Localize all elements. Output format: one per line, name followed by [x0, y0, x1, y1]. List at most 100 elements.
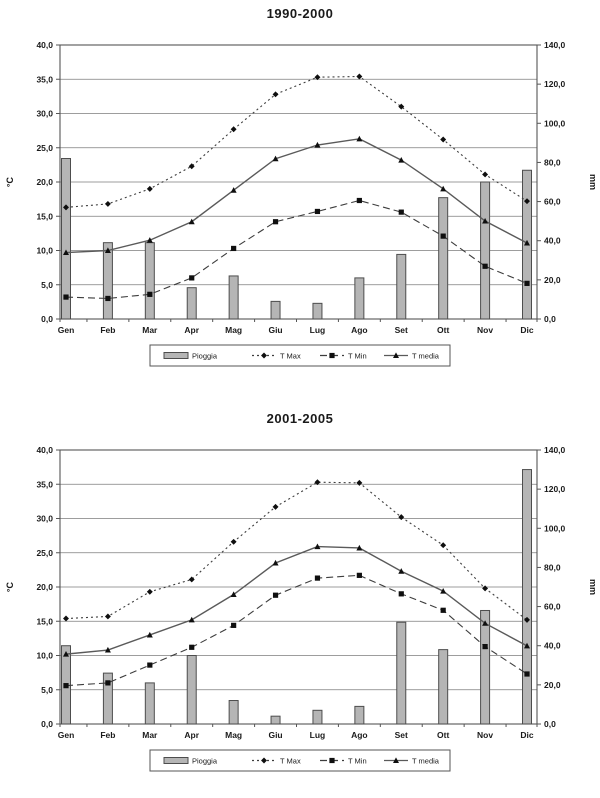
left-axis-unit-label: °C	[5, 176, 15, 187]
chart-block-1990-2000: 1990-2000 0,0 5,0 10,0 15,0 20,0 25,0 30,0 35,0…	[0, 6, 600, 375]
month-label: Set	[395, 730, 408, 740]
month-label: Mag	[225, 730, 242, 740]
t-min-marker	[482, 643, 488, 650]
y-axis-left: 0,0 5,0 10,0 15,0 20,0 25,0 30,0 35,0 40,0	[36, 445, 60, 729]
t-min-marker	[314, 575, 321, 581]
rain-bar	[312, 709, 323, 725]
t-min-marker	[398, 591, 404, 597]
legend-marker-t-min	[329, 352, 335, 359]
t-min-marker	[272, 592, 279, 598]
right-tick-label: 140,0	[544, 445, 566, 455]
t-media-marker	[272, 155, 279, 162]
t-max-marker	[398, 103, 405, 110]
month-label: Ago	[351, 730, 368, 740]
t-min-marker	[147, 291, 153, 297]
left-tick-label: 30,0	[36, 109, 53, 119]
t-max-marker	[230, 126, 237, 133]
t-media-marker	[314, 141, 321, 148]
month-label: Gen	[58, 730, 75, 740]
legend: Pioggia T Max T Min T media	[149, 344, 451, 367]
t-min-marker	[440, 607, 446, 613]
rain-bar	[522, 469, 532, 725]
month-label: Giu	[268, 730, 282, 740]
t-min-marker	[482, 263, 488, 269]
t-max-marker	[272, 503, 279, 510]
month-label: Lug	[310, 730, 326, 740]
right-tick-label: 140,0	[544, 40, 566, 50]
legend-item-t-min: T Min	[320, 756, 367, 765]
rain-bar	[144, 682, 155, 725]
t-media-marker	[104, 646, 111, 653]
left-tick-label: 5,0	[41, 280, 53, 290]
t-max-marker	[482, 585, 489, 592]
legend-marker-t-media	[393, 352, 399, 358]
right-tick-label: 120,0	[544, 79, 566, 89]
rain-bar	[144, 242, 155, 320]
month-label: Nov	[477, 325, 493, 335]
t-media-marker	[398, 568, 405, 574]
right-tick-label: 0,0	[544, 314, 556, 324]
t-min-marker	[63, 294, 69, 300]
chart-title: 2001-2005	[266, 411, 334, 426]
t-max-line-series	[63, 479, 530, 623]
t-min-marker	[63, 683, 69, 689]
t-max-marker	[314, 74, 321, 81]
t-media-marker	[272, 559, 279, 566]
t-max-marker	[146, 185, 153, 192]
right-tick-label: 0,0	[544, 719, 556, 729]
gridlines	[60, 78, 537, 286]
rain-bar	[61, 158, 71, 320]
left-tick-label: 20,0	[36, 177, 53, 187]
legend-label: T Min	[348, 351, 367, 360]
rain-bar	[270, 300, 281, 320]
t-min-marker	[105, 295, 111, 302]
left-tick-label: 15,0	[36, 211, 53, 221]
t-min-marker	[231, 245, 237, 252]
y-axis-left: 0,0 5,0 10,0 15,0 20,0 25,0 30,0 35,0 40,0	[36, 40, 60, 324]
right-axis-unit-label: mm	[588, 174, 598, 190]
rain-bar	[102, 672, 113, 725]
t-max-marker	[188, 163, 195, 170]
rain-bar	[396, 621, 407, 725]
legend-marker-t-max	[261, 757, 267, 764]
left-tick-label: 0,0	[41, 719, 53, 729]
legend-label: Pioggia	[192, 351, 218, 360]
right-tick-label: 80,0	[544, 562, 561, 572]
legend-label: T Max	[280, 351, 301, 360]
left-tick-label: 0,0	[41, 314, 53, 324]
t-media-line	[65, 138, 528, 254]
t-media-marker	[524, 239, 530, 246]
t-min-marker	[147, 662, 153, 668]
legend-marker-t-max	[261, 352, 267, 359]
t-min-marker	[105, 680, 111, 686]
t-max-marker	[440, 542, 447, 549]
t-media-marker	[482, 620, 489, 626]
legend-label: T Max	[280, 756, 301, 765]
t-min-marker	[524, 671, 530, 677]
t-media-marker	[356, 135, 363, 142]
right-tick-label: 100,0	[544, 118, 566, 128]
rain-bar	[228, 700, 239, 725]
legend-box	[149, 344, 451, 367]
left-tick-label: 30,0	[36, 514, 53, 524]
t-min-line	[65, 199, 528, 300]
t-max-marker	[482, 171, 489, 178]
rain-bar	[186, 287, 197, 320]
legend-label: T media	[412, 351, 440, 360]
left-tick-label: 40,0	[36, 40, 53, 50]
legend-item-t-max: T Max	[252, 351, 301, 360]
month-label: Dic	[520, 325, 534, 335]
month-label: Giu	[268, 325, 282, 335]
rain-bar	[480, 609, 491, 725]
y-axis-right: 0,0 20,0 40,0 60,0 80,0 100,0 120,0 140,0	[537, 445, 566, 729]
t-min-line-series	[63, 197, 530, 302]
t-max-marker	[440, 136, 447, 143]
t-min-marker	[356, 197, 362, 204]
month-label: Gen	[58, 325, 75, 335]
right-axis-unit-label: mm	[588, 579, 598, 595]
month-label: Lug	[310, 325, 326, 335]
t-max-marker	[104, 613, 111, 620]
legend-item-pioggia: Pioggia	[163, 351, 218, 360]
t-media-line-series	[63, 543, 530, 657]
t-media-marker	[524, 642, 530, 649]
